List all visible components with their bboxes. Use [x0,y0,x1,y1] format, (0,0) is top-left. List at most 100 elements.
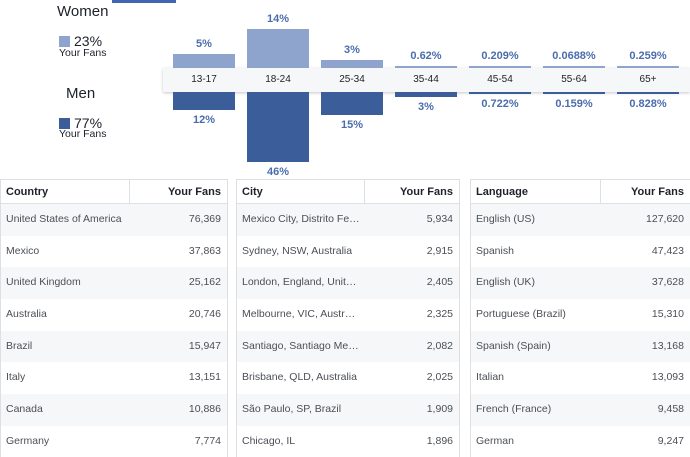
city-fans-cell: 2,325 [426,308,453,321]
country-table-body: United States of America 76,369 Mexico 37,8… [1,204,227,457]
country-name-cell: United States of America [6,213,122,225]
column-divider [600,180,601,203]
women-bar[interactable] [395,66,457,68]
age-axis-band [163,68,690,92]
language-table-row: French (France) 9,458 [471,394,690,426]
age-tick-label: 65+ [639,74,657,85]
city-table-row: Sydney, NSW, Australia 2,915 [237,236,459,268]
city-table-row: Mexico City, Distrito Fe… 5,934 [237,204,459,236]
women-bar-label: 3% [344,43,360,56]
country-table-row: United Kingdom 25,162 [1,267,227,300]
city-fans-cell: 2,082 [426,339,453,352]
language-fans-column-header[interactable]: Your Fans [631,186,684,198]
men-bar-label: 12% [192,114,216,127]
women-bar-label: 14% [266,13,290,25]
country-table-row: Germany 7,774 [1,426,227,457]
country-fans-cell: 76,369 [188,213,221,225]
women-bar[interactable] [543,66,605,68]
women-bar-label: 0.0688% [552,50,596,62]
language-table-row: English (UK) 37,628 [471,267,690,300]
country-fans-cell: 10,886 [188,403,221,416]
country-name-cell: Germany [6,434,50,447]
women-bar-label: 0.259% [629,50,667,62]
country-table-row: Mexico 37,863 [1,236,227,268]
language-table-row: English (US) 127,620 [471,204,690,236]
city-name-cell: São Paulo, SP, Brazil [242,403,342,416]
column-divider [364,180,365,203]
language-table-row: Spanish (Spain) 13,168 [471,330,690,363]
city-name-cell: Brisbane, QLD, Australia [242,371,357,384]
city-name-cell: Santiago, Santiago Met… [242,339,360,352]
language-table-row: German 9,247 [471,426,690,457]
country-name-cell: Italy [6,371,26,384]
women-bar[interactable] [321,59,383,68]
language-table-row: Italian 13,093 [471,362,690,394]
country-table-row: Australia 20,746 [1,299,227,331]
city-fans-cell: 5,934 [426,213,453,225]
language-table-row: Spanish 47,423 [471,236,690,268]
language-name-cell: Spanish (Spain) [476,339,551,352]
men-bar[interactable] [247,92,309,162]
country-name-cell: United Kingdom [6,276,81,289]
age-tick-label: 55-64 [561,74,587,85]
country-fans-column-header[interactable]: Your Fans [168,186,221,198]
language-column-header[interactable]: Language [476,186,528,198]
language-table: Language Your Fans English (US) 127,620 Sp… [470,179,690,457]
women-bar[interactable] [247,29,309,68]
women-swatch [59,35,70,47]
women-bar-label: 5% [196,38,212,51]
city-fans-cell: 2,025 [426,371,453,384]
age-tick-label: 35-44 [413,74,439,85]
language-fans-cell: 13,168 [651,339,684,352]
language-table-header: Language Your Fans [471,180,690,204]
country-table-row: United States of America 76,369 [1,204,227,236]
men-bar[interactable] [173,92,235,111]
language-fans-cell: 9,458 [657,403,684,416]
country-name-cell: Australia [6,308,47,321]
age-tick-label: 13-17 [191,74,217,85]
country-fans-cell: 13,151 [188,371,221,384]
country-table-row: Canada 10,886 [1,394,227,426]
language-fans-cell: 15,310 [651,308,684,321]
active-tab-indicator [112,0,176,3]
men-bar[interactable] [617,92,679,94]
women-bar-label: 0.62% [410,50,442,62]
language-name-cell: French (France) [476,403,552,416]
country-fans-cell: 20,746 [188,308,221,321]
women-bar[interactable] [469,66,531,68]
language-table-body: English (US) 127,620 Spanish 47,423 English … [471,204,690,457]
country-table-row: Brazil 15,947 [1,330,227,363]
women-bar[interactable] [173,54,235,68]
men-bar-label: 46% [266,166,290,178]
city-fans-cell: 2,405 [426,276,453,289]
language-fans-cell: 13,093 [651,371,684,384]
language-fans-cell: 37,628 [651,276,684,289]
country-table: Country Your Fans United States of Ameri… [0,179,228,457]
men-legend: 77% [59,115,102,131]
men-bar[interactable] [395,92,457,97]
city-name-cell: London, England, Unite… [242,276,360,289]
age-tick-label: 25-34 [339,74,365,85]
city-table: City Your Fans Mexico City, Distrito Fe…… [236,179,460,457]
city-name-cell: Chicago, IL [242,434,296,447]
women-bar[interactable] [617,66,679,68]
men-caption: Your Fans [59,128,107,140]
city-table-row: London, England, Unite… 2,405 [237,267,459,300]
country-name-cell: Brazil [6,339,33,352]
women-percent: 23% [74,33,103,49]
men-bar[interactable] [469,92,531,94]
city-fans-column-header[interactable]: Your Fans [400,186,453,198]
language-name-cell: English (US) [476,213,535,225]
city-table-row: Chicago, IL 1,896 [237,426,459,457]
men-bar[interactable] [543,92,605,94]
city-table-row: Melbourne, VIC, Australia 2,325 [237,299,459,331]
city-table-row: Santiago, Santiago Met… 2,082 [237,330,459,363]
men-bar-label: 3% [418,100,434,113]
men-percent: 77% [74,115,103,131]
city-table-body: Mexico City, Distrito Fe… 5,934 Sydney, NS… [237,204,459,457]
country-name-cell: Canada [6,403,43,416]
men-bar[interactable] [321,92,383,115]
city-column-header[interactable]: City [242,186,263,198]
country-fans-cell: 15,947 [188,339,221,352]
country-column-header[interactable]: Country [6,186,49,198]
